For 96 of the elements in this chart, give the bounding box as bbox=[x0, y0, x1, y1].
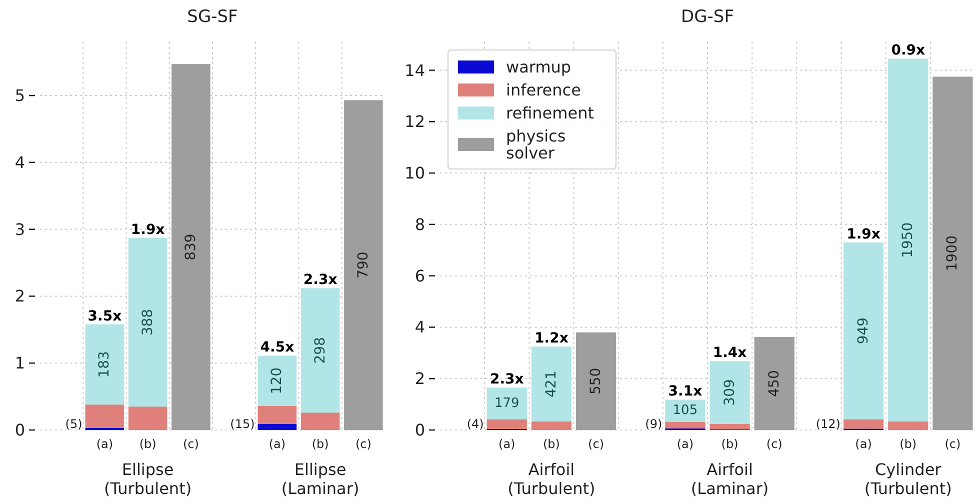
bar bbox=[888, 422, 928, 430]
bar bbox=[843, 419, 884, 429]
y-tick-label: 5 bbox=[14, 86, 25, 106]
annotation: (5) bbox=[65, 417, 82, 431]
y-tick-label: 3 bbox=[14, 220, 25, 239]
bar bbox=[258, 424, 297, 430]
annotation: 1900 bbox=[944, 236, 961, 272]
y-tick-label: 2 bbox=[14, 286, 25, 306]
bar bbox=[300, 412, 340, 430]
y-tick-label: 0 bbox=[414, 420, 425, 440]
bar bbox=[486, 388, 527, 420]
y-tick-label: 1 bbox=[14, 354, 25, 373]
chart-title: SG-SF bbox=[187, 7, 238, 27]
annotation: 3.5x bbox=[88, 308, 122, 324]
annotation: 298 bbox=[312, 337, 328, 364]
y-tick-label: 10 bbox=[404, 164, 425, 183]
x-tick-label: (b) bbox=[312, 437, 329, 451]
x-tick-label: (a) bbox=[676, 437, 694, 451]
annotation: 421 bbox=[543, 370, 560, 398]
x-tick-label: (b) bbox=[900, 437, 917, 451]
chart-title: DG-SF bbox=[681, 7, 734, 27]
bar bbox=[665, 400, 706, 422]
annotation: (9) bbox=[645, 417, 662, 431]
annotation: 388 bbox=[140, 308, 156, 336]
annotation: 1.2x bbox=[534, 330, 568, 346]
bar bbox=[344, 100, 383, 430]
annotation: 550 bbox=[588, 368, 604, 395]
annotation: 3.1x bbox=[668, 384, 702, 400]
annotation: 1950 bbox=[900, 222, 916, 258]
x-tick-label: (a) bbox=[268, 437, 286, 451]
legend-label: inference bbox=[506, 80, 581, 99]
annotation: 2.3x bbox=[303, 272, 338, 288]
x-tick-label: (c) bbox=[766, 437, 782, 451]
bar bbox=[300, 288, 340, 413]
annotation: 183 bbox=[96, 351, 113, 378]
bar bbox=[665, 422, 706, 428]
bar bbox=[258, 406, 297, 424]
x-tick-label: (c) bbox=[355, 437, 372, 451]
bar bbox=[531, 346, 572, 422]
x-tick-label: (b) bbox=[721, 437, 738, 451]
bar bbox=[710, 361, 750, 424]
annotation: 1.4x bbox=[712, 345, 747, 362]
annotation: (4) bbox=[466, 417, 484, 431]
annotation: 0.9x bbox=[891, 42, 926, 59]
y-tick-label: 6 bbox=[414, 266, 425, 286]
bar bbox=[531, 422, 572, 430]
annotation: 309 bbox=[722, 379, 738, 406]
bar bbox=[128, 406, 168, 430]
bar bbox=[843, 242, 884, 420]
x-tick-label: (c) bbox=[182, 437, 199, 451]
bar bbox=[258, 356, 297, 406]
annotation: 2.3x bbox=[490, 372, 524, 388]
text: Airfoil (Laminar) bbox=[690, 460, 769, 498]
y-tick-label: 12 bbox=[404, 112, 425, 132]
bar bbox=[888, 58, 928, 422]
annotation: 450 bbox=[766, 370, 782, 397]
bar bbox=[85, 324, 124, 405]
annotation: 790 bbox=[355, 252, 372, 278]
text: Cylinder (Turbulent) bbox=[864, 460, 952, 498]
x-tick-label: (b) bbox=[139, 437, 156, 451]
x-tick-label: (c) bbox=[944, 437, 961, 451]
legend-label: refinement bbox=[506, 103, 594, 122]
y-tick-label: 2 bbox=[414, 369, 425, 388]
annotation: 1.9x bbox=[130, 222, 165, 238]
y-tick-label: 14 bbox=[404, 60, 425, 80]
bar bbox=[172, 64, 210, 430]
annotation: 4.5x bbox=[260, 340, 294, 356]
text: Ellipse (Turbulent) bbox=[104, 460, 192, 498]
legend-label: warmup bbox=[506, 57, 572, 76]
annotation: 120 bbox=[269, 367, 286, 394]
bar bbox=[576, 332, 616, 430]
annotation: (12) bbox=[816, 417, 840, 431]
bar bbox=[754, 336, 794, 430]
annotation: (15) bbox=[230, 417, 255, 431]
x-tick-label: (c) bbox=[588, 437, 604, 451]
bar bbox=[932, 76, 973, 430]
annotation: 839 bbox=[182, 234, 199, 260]
bar bbox=[85, 404, 124, 428]
annotation: 949 bbox=[856, 317, 872, 344]
x-tick-label: (a) bbox=[855, 437, 872, 451]
text: Airfoil (Turbulent) bbox=[508, 460, 596, 498]
x-tick-label: (a) bbox=[498, 437, 516, 451]
bar bbox=[486, 419, 527, 429]
annotation: 179 bbox=[494, 396, 520, 411]
legend-label: physics solver bbox=[506, 126, 566, 162]
bar bbox=[710, 424, 750, 430]
y-tick-label: 0 bbox=[14, 420, 25, 440]
y-tick-label: 4 bbox=[414, 318, 425, 337]
y-tick-label: 4 bbox=[14, 152, 25, 172]
y-tick-label: 8 bbox=[414, 214, 425, 234]
text: Ellipse (Laminar) bbox=[281, 460, 360, 498]
x-tick-label: (a) bbox=[96, 437, 114, 451]
x-tick-label: (b) bbox=[542, 437, 560, 451]
annotation: 1.9x bbox=[846, 226, 880, 242]
annotation: 105 bbox=[672, 403, 698, 418]
bar bbox=[128, 238, 168, 407]
